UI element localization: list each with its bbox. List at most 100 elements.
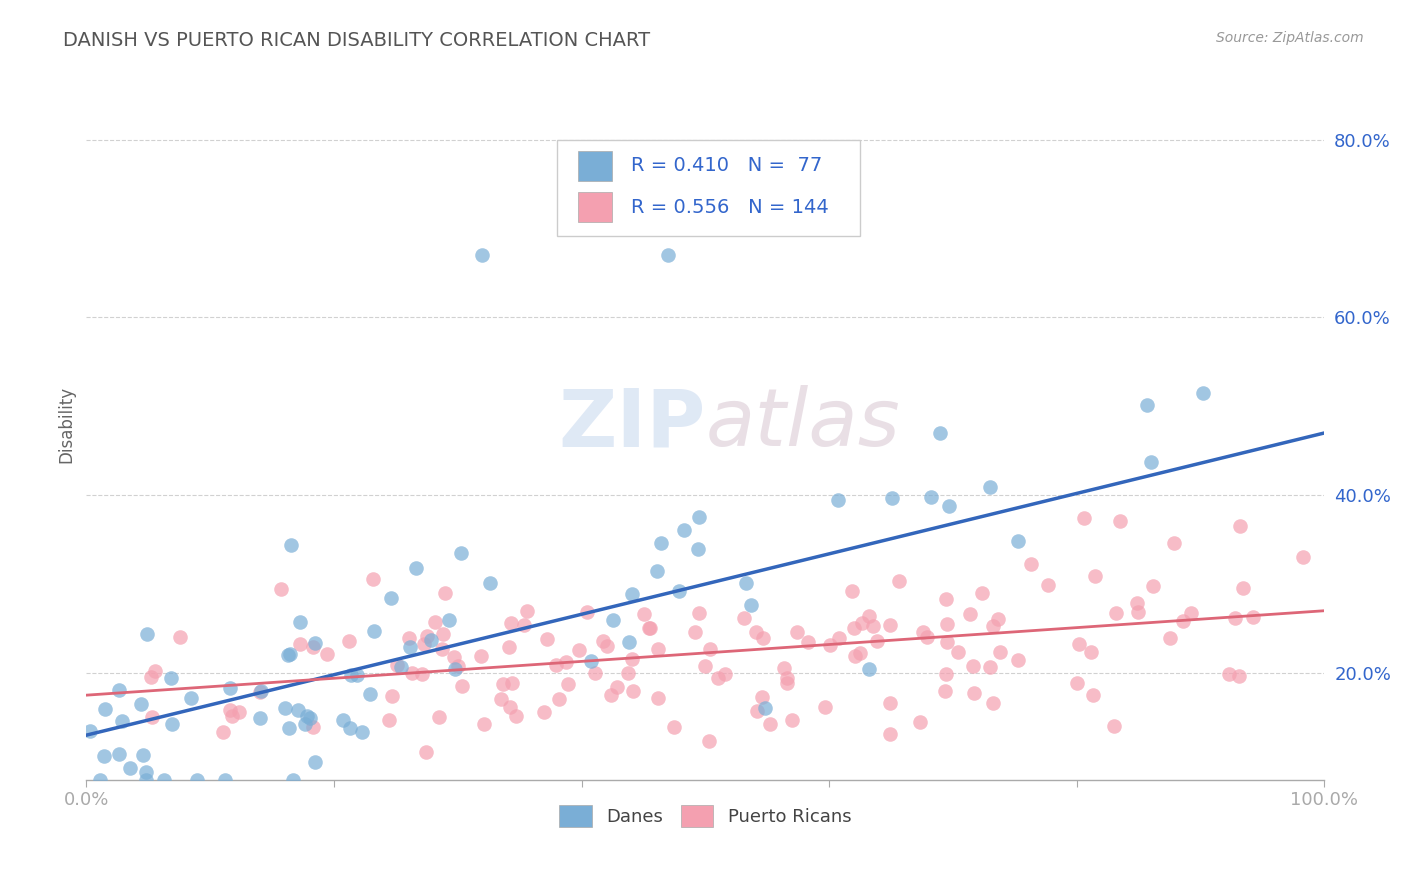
Point [489,691,512,706]
Text: ZIP: ZIP [558,385,706,463]
Point [1084,569,1107,583]
Point [1191,386,1213,401]
Point [640,621,662,635]
Point [1241,610,1264,624]
Point [1140,455,1163,469]
Point [1083,688,1105,702]
Point [1080,645,1102,659]
Point [714,666,737,681]
Point [415,745,437,759]
Point [1007,653,1029,667]
Point [744,624,766,639]
Point [278,721,301,735]
Point [332,713,354,727]
Point [298,710,321,724]
Point [707,671,730,685]
Point [596,639,619,653]
Point [316,647,339,661]
Point [287,702,309,716]
Point [699,641,721,656]
Point [425,615,447,629]
Point [887,574,910,588]
Point [427,709,450,723]
Point [108,683,131,698]
Text: atlas: atlas [706,385,900,463]
Point [786,625,808,640]
Point [1102,719,1125,733]
Point [912,624,935,639]
Point [963,686,986,700]
Point [294,716,316,731]
Point [751,690,773,704]
Point [274,701,297,715]
Point [818,638,841,652]
Point [1066,675,1088,690]
Point [290,637,312,651]
Point [411,667,433,681]
Point [301,720,323,734]
Point [733,610,755,624]
Point [153,772,176,787]
Point [938,499,960,513]
Point [378,713,401,727]
Point [1073,511,1095,525]
Point [346,668,368,682]
Point [350,724,373,739]
Point [288,615,311,629]
Point [858,662,880,676]
Point [616,666,638,681]
FancyBboxPatch shape [557,140,860,235]
Point [280,647,302,661]
Point [858,609,880,624]
FancyBboxPatch shape [578,151,613,181]
Point [555,655,578,669]
Point [159,671,181,685]
Point [735,576,758,591]
Point [129,697,152,711]
Point [499,616,522,631]
Point [606,681,628,695]
Point [1163,536,1185,550]
Point [650,536,672,550]
Point [637,621,659,635]
Point [143,664,166,678]
Point [1229,519,1251,533]
Point [1128,605,1150,619]
Point [987,612,1010,626]
Y-axis label: Disability: Disability [58,385,75,463]
Point [169,631,191,645]
Point [79,724,101,739]
Point [401,666,423,681]
Point [827,492,849,507]
Text: Source: ZipAtlas.com: Source: ZipAtlas.com [1216,31,1364,45]
Point [437,613,460,627]
Point [1227,669,1250,683]
Point [645,564,668,578]
Legend: Danes, Puerto Ricans: Danes, Puerto Ricans [553,798,859,835]
Point [219,703,242,717]
Point [302,640,325,654]
Point [339,721,361,735]
Point [516,604,538,618]
Point [946,644,969,658]
Point [1292,550,1315,565]
Point [583,665,606,680]
Point [673,523,696,537]
Point [270,582,292,597]
Point [505,709,527,723]
Point [162,716,184,731]
Text: R = 0.556   N = 144: R = 0.556 N = 144 [631,198,828,217]
Point [499,700,522,714]
Point [413,637,436,651]
Point [479,575,502,590]
Point [934,684,956,698]
Point [688,606,710,620]
Point [139,670,162,684]
Point [882,491,904,505]
Point [363,624,385,638]
Point [1019,557,1042,571]
Point [772,661,794,675]
Point [1232,582,1254,596]
Point [283,772,305,787]
Point [576,605,599,619]
